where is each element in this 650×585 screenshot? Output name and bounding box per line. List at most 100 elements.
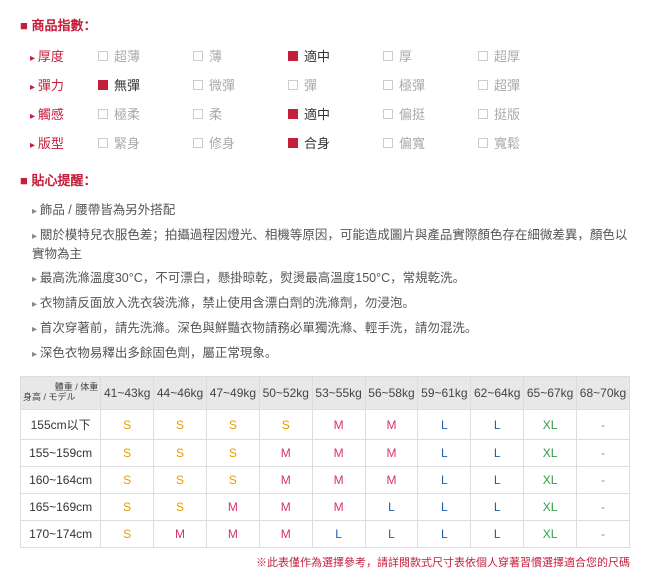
attr-option: 無彈 [98, 75, 193, 94]
size-cell: - [576, 521, 629, 548]
size-cell: S [101, 440, 154, 467]
size-cell: L [471, 494, 524, 521]
table-row: 170~174cmSMMMLLLLXL- [21, 521, 630, 548]
weight-col-header: 56~58kg [365, 377, 418, 410]
table-row: 155cm以下SSSSMMLLXL- [21, 410, 630, 440]
size-cell: - [576, 467, 629, 494]
attr-row: 厚度超薄 薄 適中 厚 超厚 [20, 46, 630, 65]
attr-option: 緊身 [98, 133, 193, 152]
attr-option-label: 適中 [304, 104, 330, 123]
checkbox-icon [288, 51, 298, 61]
attr-option-label: 偏寬 [399, 133, 425, 152]
size-cell: M [365, 467, 418, 494]
checkbox-icon [193, 80, 203, 90]
size-cell: XL [524, 494, 577, 521]
weight-col-header: 44~46kg [154, 377, 207, 410]
product-index-section: 商品指數： 厚度超薄薄適中厚超厚彈力無彈微彈彈極彈超彈觸感極柔柔適中偏挺挺版版型… [20, 15, 630, 152]
size-cell: M [259, 467, 312, 494]
checkbox-icon [193, 138, 203, 148]
attr-option: 柔 [193, 104, 288, 123]
table-row: 160~164cmSSSMMMLLXL- [21, 467, 630, 494]
size-cell: - [576, 440, 629, 467]
foot-note: ※此表僅作為選擇參考，請詳閱款式尺寸表依個人穿著習慣選擇適合您的尺碼 [20, 554, 630, 570]
height-row-header: 155~159cm [21, 440, 101, 467]
attr-row: 版型緊身修身合身偏寬寬鬆 [20, 133, 630, 152]
size-cell: S [206, 467, 259, 494]
attr-option: 極彈 [383, 75, 478, 94]
size-cell: S [101, 467, 154, 494]
tip-line: 飾品 / 腰帶皆為另外搭配 [20, 201, 630, 220]
size-cell: L [312, 521, 365, 548]
size-cell: M [312, 494, 365, 521]
attr-option-label: 無彈 [114, 75, 140, 94]
tip-line: 深色衣物易釋出多餘固色劑，屬正常現象。 [20, 344, 630, 363]
checkbox-icon [98, 109, 108, 119]
attr-option-label: 超彈 [494, 75, 520, 94]
size-cell: L [471, 467, 524, 494]
size-cell: S [101, 521, 154, 548]
size-cell: L [471, 440, 524, 467]
checkbox-icon [478, 138, 488, 148]
attr-option-label: 適中 [304, 46, 330, 65]
size-cell: S [206, 440, 259, 467]
weight-col-header: 59~61kg [418, 377, 471, 410]
attr-option: 微彈 [193, 75, 288, 94]
size-cell: XL [524, 467, 577, 494]
attr-label: 厚度 [30, 46, 98, 65]
tip-line: 最高洗滌溫度30°C，不可漂白，懸掛晾乾，熨燙最高溫度150°C，常規乾洗。 [20, 269, 630, 288]
checkbox-icon [383, 109, 393, 119]
size-cell: M [259, 440, 312, 467]
size-cell: M [312, 467, 365, 494]
attr-option-label: 厚 [399, 46, 412, 65]
attr-option: 極柔 [98, 104, 193, 123]
attr-option: 挺版 [478, 104, 573, 123]
weight-col-header: 65~67kg [524, 377, 577, 410]
size-cell: L [365, 521, 418, 548]
weight-col-header: 50~52kg [259, 377, 312, 410]
tips-container: 飾品 / 腰帶皆為另外搭配關於模特兒衣服色差；拍攝過程因燈光、相機等原因，可能造… [20, 201, 630, 362]
attr-option-label: 極柔 [114, 104, 140, 123]
size-cell: L [418, 467, 471, 494]
table-row: 155~159cmSSSMMMLLXL- [21, 440, 630, 467]
checkbox-icon [193, 109, 203, 119]
tip-line: 衣物請反面放入洗衣袋洗滌，禁止使用含漂白劑的洗滌劑，勿浸泡。 [20, 294, 630, 313]
size-cell: M [365, 410, 418, 440]
table-header-row: 體重 / 体重 身高 / モデル 41~43kg44~46kg47~49kg50… [21, 377, 630, 410]
height-row-header: 155cm以下 [21, 410, 101, 440]
checkbox-icon [383, 51, 393, 61]
section-title-index: 商品指數： [20, 15, 630, 34]
size-cell: L [418, 410, 471, 440]
checkbox-icon [288, 138, 298, 148]
attr-option: 偏寬 [383, 133, 478, 152]
attr-option: 薄 [193, 46, 288, 65]
size-cell: L [418, 440, 471, 467]
size-cell: XL [524, 410, 577, 440]
attr-label: 版型 [30, 133, 98, 152]
size-cell: M [206, 494, 259, 521]
size-cell: S [154, 494, 207, 521]
attrs-container: 厚度超薄薄適中厚超厚彈力無彈微彈彈極彈超彈觸感極柔柔適中偏挺挺版版型緊身修身合身… [20, 46, 630, 152]
size-cell: L [471, 410, 524, 440]
size-cell: S [154, 410, 207, 440]
size-cell: M [259, 521, 312, 548]
size-cell: M [312, 440, 365, 467]
size-cell: M [365, 440, 418, 467]
attr-option: 超厚 [478, 46, 573, 65]
attr-option: 彈 [288, 75, 383, 94]
size-cell: L [471, 521, 524, 548]
attr-option-label: 薄 [209, 46, 222, 65]
weight-col-header: 41~43kg [101, 377, 154, 410]
attr-option: 超薄 [98, 46, 193, 65]
checkbox-icon [288, 80, 298, 90]
attr-option-label: 寬鬆 [494, 133, 520, 152]
size-cell: S [206, 410, 259, 440]
attr-option-label: 彈 [304, 75, 317, 94]
attr-opts: 極柔 柔適中 偏挺 挺版 [98, 104, 630, 123]
height-row-header: 160~164cm [21, 467, 101, 494]
size-cell: M [206, 521, 259, 548]
size-cell: XL [524, 440, 577, 467]
size-cell: XL [524, 521, 577, 548]
attr-option-label: 修身 [209, 133, 235, 152]
attr-option-label: 超薄 [114, 46, 140, 65]
attr-option-label: 偏挺 [399, 104, 425, 123]
